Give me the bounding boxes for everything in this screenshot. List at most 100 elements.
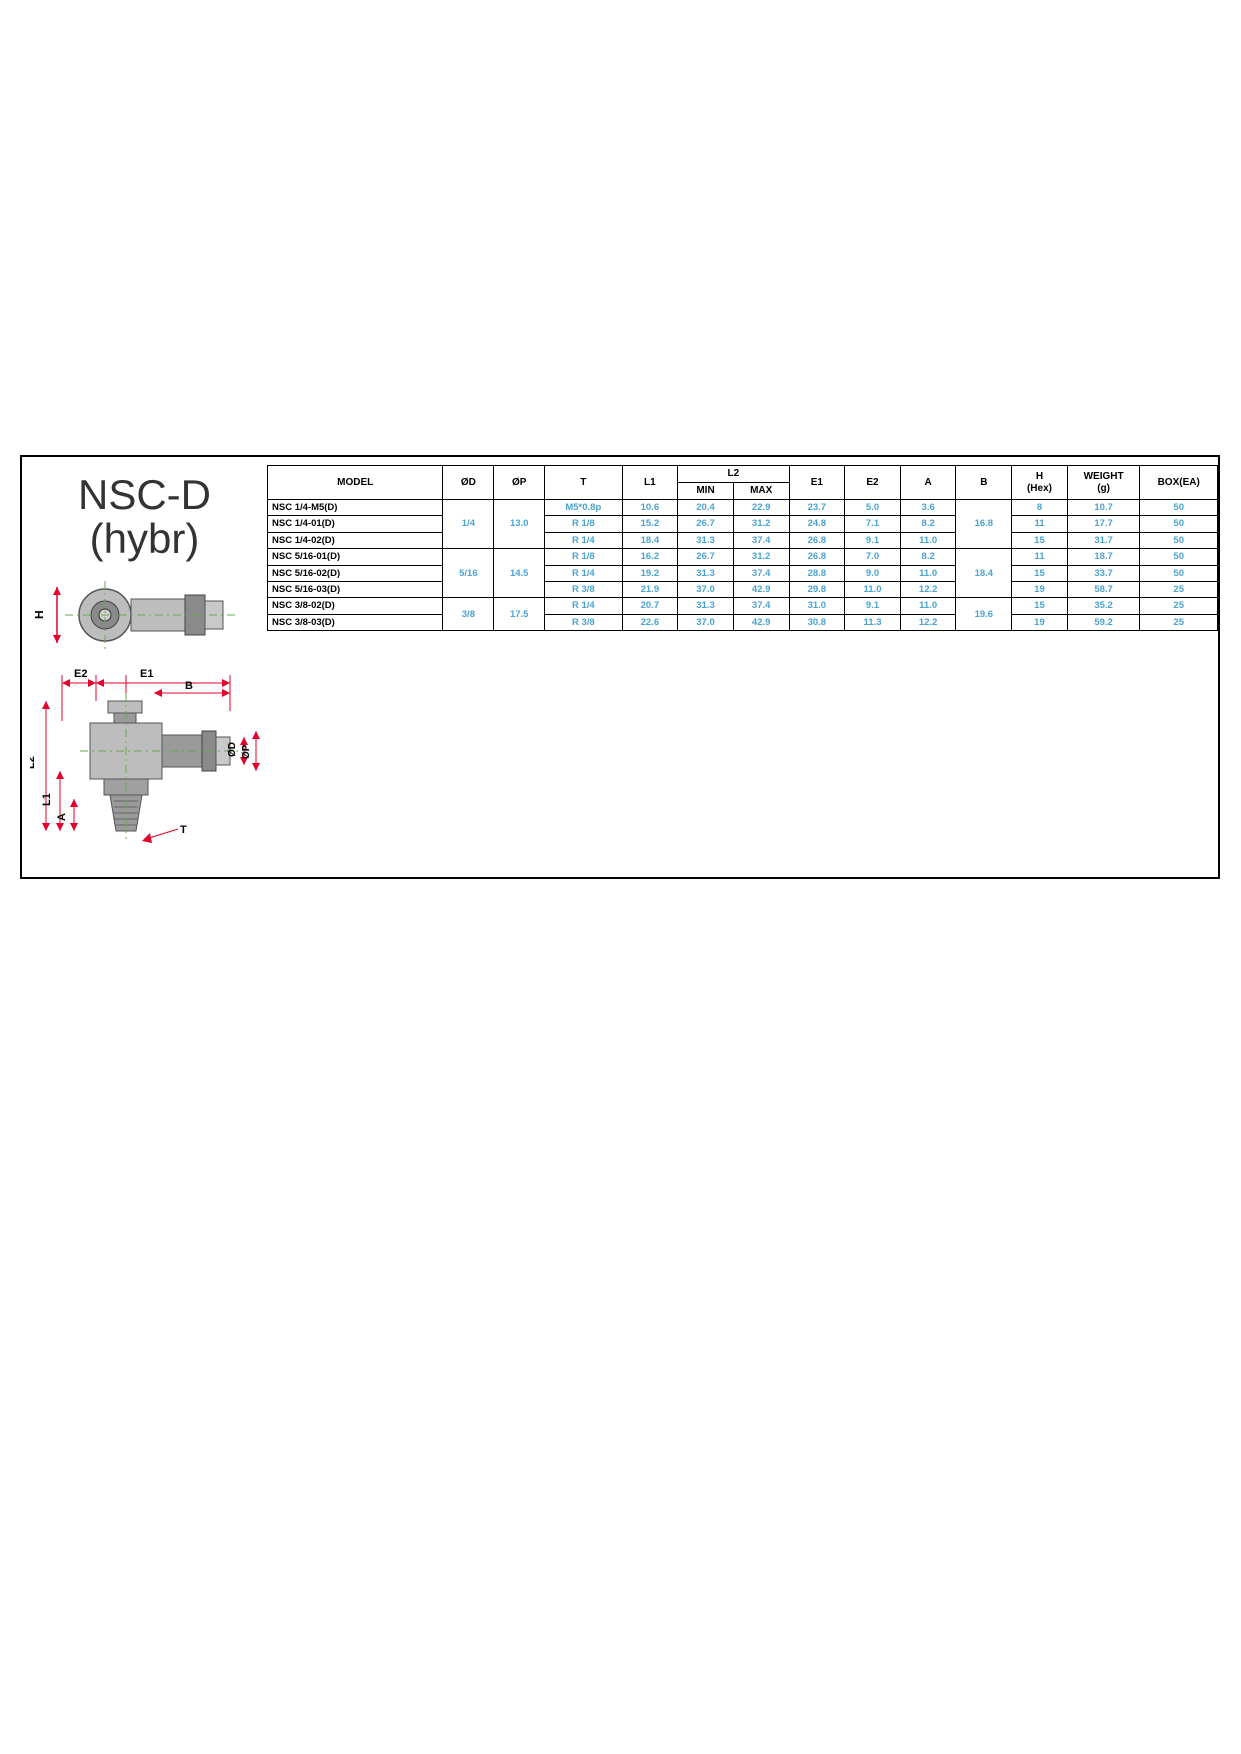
hdr-l2min: MIN — [678, 483, 734, 500]
dim-T: T — [180, 824, 187, 836]
dim-L2: L2 — [30, 756, 37, 769]
cell-l1: 18.4 — [622, 532, 678, 548]
cell-w: 35.2 — [1067, 598, 1140, 614]
cell-l2min: 31.3 — [678, 598, 734, 614]
cell-a: 3.6 — [900, 500, 956, 516]
cell-box: 25 — [1140, 581, 1218, 597]
cell-l1: 21.9 — [622, 581, 678, 597]
cell-b: 16.8 — [956, 500, 1012, 549]
table-row: NSC 3/8-03(D)R 3/822.637.042.930.811.312… — [268, 614, 1218, 630]
cell-l2max: 31.2 — [733, 549, 789, 565]
cell-od: 3/8 — [443, 598, 494, 631]
table-row: NSC 5/16-02(D)R 1/419.231.337.428.89.011… — [268, 565, 1218, 581]
cell-e2: 11.3 — [845, 614, 901, 630]
cell-e1: 28.8 — [789, 565, 845, 581]
cell-box: 25 — [1140, 614, 1218, 630]
table-row: NSC 1/4-01(D)R 1/815.226.731.224.87.18.2… — [268, 516, 1218, 532]
cell-box: 50 — [1140, 532, 1218, 548]
title-line-1: NSC-D — [78, 471, 211, 518]
cell-t: M5*0.8p — [545, 500, 622, 516]
hdr-h: H (Hex) — [1012, 466, 1068, 500]
hdr-e1: E1 — [789, 466, 845, 500]
cell-l2min: 37.0 — [678, 581, 734, 597]
cell-l1: 20.7 — [622, 598, 678, 614]
cell-b: 19.6 — [956, 598, 1012, 631]
dim-L1: L1 — [41, 793, 53, 806]
cell-l1: 19.2 — [622, 565, 678, 581]
cell-t: R 1/4 — [545, 598, 622, 614]
cell-t: R 1/4 — [545, 565, 622, 581]
table-row: NSC 5/16-01(D)5/1614.5R 1/816.226.731.22… — [268, 549, 1218, 565]
table-row: NSC 1/4-02(D)R 1/418.431.337.426.89.111.… — [268, 532, 1218, 548]
cell-t: R 1/4 — [545, 532, 622, 548]
cell-e1: 30.8 — [789, 614, 845, 630]
cell-l2min: 31.3 — [678, 565, 734, 581]
cell-e1: 23.7 — [789, 500, 845, 516]
spec-panel: MODEL ØD ØP T L1 L2 E1 E2 A B H (Hex) WE… — [267, 457, 1218, 877]
cell-l2min: 20.4 — [678, 500, 734, 516]
hdr-e2: E2 — [845, 466, 901, 500]
cell-model: NSC 1/4-01(D) — [268, 516, 443, 532]
table-header: MODEL ØD ØP T L1 L2 E1 E2 A B H (Hex) WE… — [268, 466, 1218, 500]
dim-OD: ØD — [227, 742, 238, 757]
cell-e1: 26.8 — [789, 549, 845, 565]
cell-e2: 9.1 — [845, 532, 901, 548]
hdr-od: ØD — [443, 466, 494, 500]
cell-h: 19 — [1012, 614, 1068, 630]
cell-e2: 5.0 — [845, 500, 901, 516]
cell-a: 8.2 — [900, 516, 956, 532]
table-row: NSC 5/16-03(D) R 3/821.937.042.929.811.0 1… — [268, 581, 1218, 597]
cell-t: R 3/8 — [545, 581, 622, 597]
dim-B: B — [185, 680, 193, 692]
cell-l2min: 31.3 — [678, 532, 734, 548]
hdr-b: B — [956, 466, 1012, 500]
cell-a: 11.0 — [900, 532, 956, 548]
dim-OP: ØP — [241, 744, 252, 759]
cell-l1: 15.2 — [622, 516, 678, 532]
cell-h: 19 — [1012, 581, 1068, 597]
left-panel: NSC-D (hybr) H — [22, 457, 267, 877]
cell-l2max: 37.4 — [733, 565, 789, 581]
dim-E2: E2 — [74, 668, 87, 680]
cell-w: 33.7 — [1067, 565, 1140, 581]
cell-h: 15 — [1012, 565, 1068, 581]
cell-model: NSC 1/4-02(D) — [268, 532, 443, 548]
cell-l2min: 26.7 — [678, 549, 734, 565]
cell-e2: 7.0 — [845, 549, 901, 565]
cell-e2: 9.0 — [845, 565, 901, 581]
cell-l2max: 37.4 — [733, 598, 789, 614]
hdr-op: ØP — [494, 466, 545, 500]
table-row: NSC 1/4-M5(D)1/413.0M5*0.8p10.620.422.92… — [268, 500, 1218, 516]
cell-h: 11 — [1012, 549, 1068, 565]
cell-e1: 26.8 — [789, 532, 845, 548]
diagram-top-view: H — [35, 575, 255, 655]
cell-l2max: 42.9 — [733, 581, 789, 597]
cell-t: R 1/8 — [545, 549, 622, 565]
hdr-l1: L1 — [622, 466, 678, 500]
cell-l2max: 42.9 — [733, 614, 789, 630]
cell-t: R 1/8 — [545, 516, 622, 532]
cell-box: 50 — [1140, 500, 1218, 516]
cell-e1: 24.8 — [789, 516, 845, 532]
cell-a: 12.2 — [900, 614, 956, 630]
cell-l1: 22.6 — [622, 614, 678, 630]
cell-t: R 3/8 — [545, 614, 622, 630]
cell-h: 8 — [1012, 500, 1068, 516]
dim-A: A — [56, 813, 68, 821]
table-body: NSC 1/4-M5(D)1/413.0M5*0.8p10.620.422.92… — [268, 500, 1218, 631]
cell-w: 17.7 — [1067, 516, 1140, 532]
cell-e1: 29.8 — [789, 581, 845, 597]
cell-box: 50 — [1140, 565, 1218, 581]
cell-model: NSC 3/8-03(D) — [268, 614, 443, 630]
cell-model: NSC 5/16-02(D) — [268, 565, 443, 581]
cell-e2: 7.1 — [845, 516, 901, 532]
cell-h: 11 — [1012, 516, 1068, 532]
cell-op: 14.5 — [494, 549, 545, 598]
cell-box: 50 — [1140, 549, 1218, 565]
cell-e2: 11.0 — [845, 581, 901, 597]
cell-model: NSC 5/16-03(D) — [268, 581, 443, 597]
cell-box: 50 — [1140, 516, 1218, 532]
hdr-l2max: MAX — [733, 483, 789, 500]
title-line-2: (hybr) — [90, 515, 200, 562]
table-row: NSC 3/8-02(D)3/817.5R 1/420.731.337.431.… — [268, 598, 1218, 614]
